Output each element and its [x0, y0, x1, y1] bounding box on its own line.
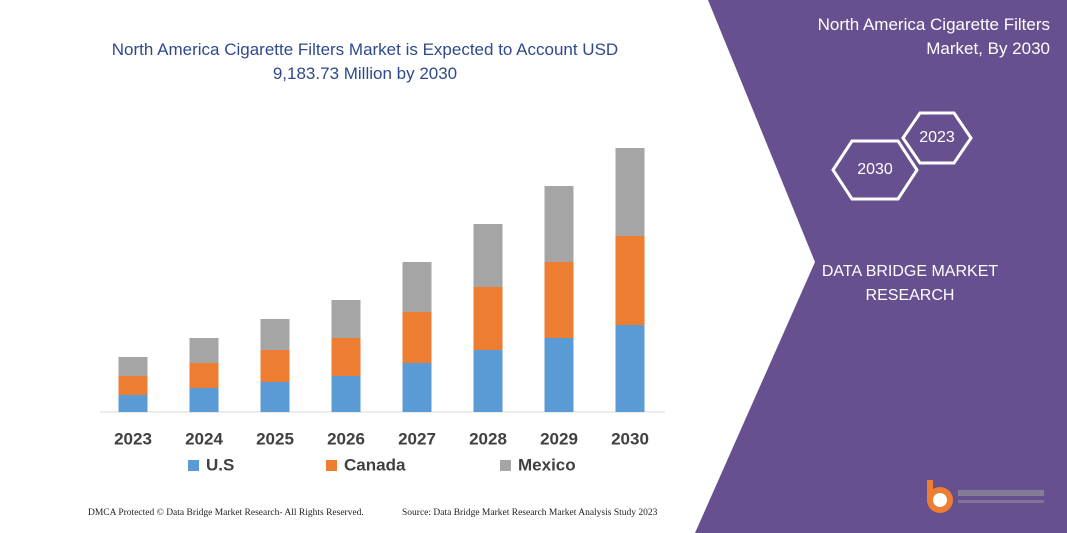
x-tick-label: 2026 [327, 429, 365, 448]
side-panel [695, 0, 1067, 533]
bar-segment [615, 236, 645, 325]
x-tick-label: 2024 [185, 429, 223, 448]
x-tick-label: 2029 [540, 429, 578, 448]
hexagon [901, 111, 973, 165]
chart-title: North America Cigarette Filters Market i… [111, 40, 619, 83]
bar-segment [331, 376, 361, 412]
bar-segment [544, 338, 574, 412]
x-tick-label: 2027 [398, 429, 436, 448]
legend-swatch [326, 460, 337, 471]
bar-segment [402, 312, 432, 363]
bar-segment [473, 350, 503, 412]
x-tick-label: 2023 [114, 429, 152, 448]
bar-segment [118, 357, 148, 376]
panel-title: North America Cigarette Filters Market, … [817, 15, 1050, 58]
x-tick-label: 2025 [256, 429, 294, 448]
bar-segment [615, 325, 645, 412]
bar-segment [544, 186, 574, 262]
x-tick-label: 2028 [469, 429, 507, 448]
hexagon-label: 2030 [857, 161, 893, 178]
bar-segment [189, 388, 219, 412]
bar-segment [260, 319, 290, 350]
footer-note: DMCA Protected © Data Bridge Market Rese… [88, 508, 364, 518]
bar-segment [615, 148, 645, 236]
bar-segment [473, 287, 503, 350]
bar-segment [402, 363, 432, 412]
bar-segment [118, 395, 148, 412]
brand: DATA BRIDGE MARKET RESEARCH [821, 263, 999, 304]
bar-segment [189, 363, 219, 388]
hexagon [831, 139, 919, 201]
bar-segment [473, 224, 503, 287]
x-tick-label: 2030 [611, 429, 649, 448]
legend-label: U.S [206, 455, 234, 474]
legend-label: Mexico [518, 455, 576, 474]
footer-source: Source: Data Bridge Market Research Mark… [402, 508, 658, 518]
bar-segment [260, 350, 290, 382]
legend-label: Canada [344, 455, 406, 474]
hexagon-label: 2023 [919, 129, 955, 146]
bar-segment [544, 262, 574, 338]
logo [927, 480, 1044, 513]
bar-segment [118, 376, 148, 395]
legend-swatch [188, 460, 199, 471]
bar-segment [331, 300, 361, 338]
bar-segment [260, 382, 290, 412]
bar-segment [189, 338, 219, 363]
bar-segment [331, 338, 361, 376]
bar-segment [402, 262, 432, 312]
legend-swatch [500, 460, 511, 471]
